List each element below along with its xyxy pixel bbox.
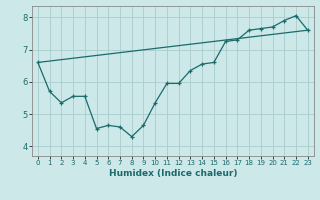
X-axis label: Humidex (Indice chaleur): Humidex (Indice chaleur): [108, 169, 237, 178]
